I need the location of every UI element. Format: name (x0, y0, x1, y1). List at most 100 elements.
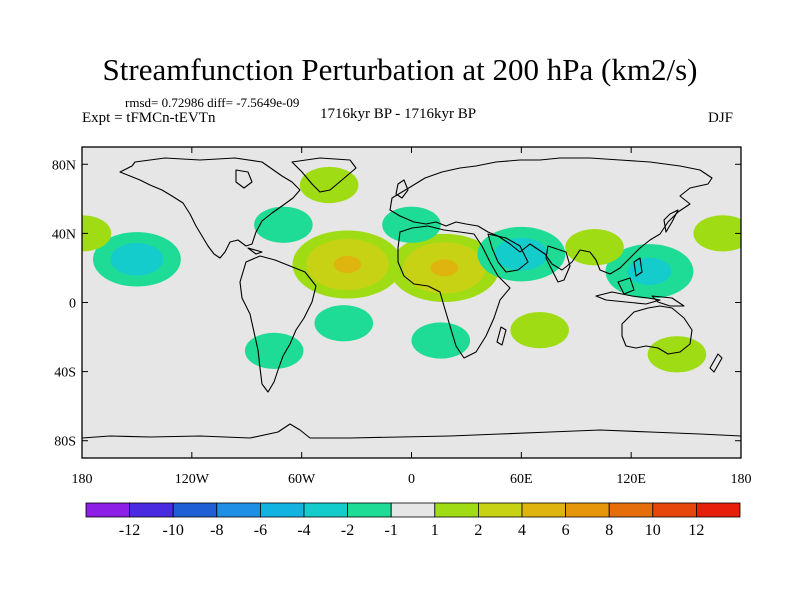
anomaly-contour (411, 322, 471, 359)
coast-indonesia (595, 291, 661, 305)
lon-tick-label: 180 (72, 472, 93, 487)
season-label: DJF (708, 110, 734, 126)
anomaly-north-pacific-low (92, 232, 181, 287)
anomaly-contour (627, 257, 672, 286)
anomaly-contour (110, 242, 164, 276)
axis-tick-labels: 80N 40N 0 40S 80S 180 120W 60W 0 60E 120E 180 (52, 158, 752, 487)
colorbar-swatch (477, 502, 523, 518)
anomaly-contour (333, 255, 362, 274)
anomaly-southern-africa-low (411, 322, 471, 359)
coast-south-america (239, 255, 317, 393)
colorbar-swatch (434, 502, 479, 518)
coast-africa (397, 225, 511, 359)
anomaly-contour (510, 311, 569, 349)
lat-tick-label: 80N (52, 158, 76, 173)
colorbar-label: 10 (645, 522, 661, 539)
coast-borneo (617, 277, 635, 295)
lon-tick-label: 60E (510, 472, 533, 487)
colorbar-swatch (608, 502, 654, 518)
colorbar-swatch (85, 502, 130, 518)
map-background (82, 147, 741, 458)
colorbar-swatch (172, 502, 218, 518)
coast-cuba (247, 247, 263, 255)
anomaly-contour (382, 206, 441, 243)
anomaly-contour (82, 215, 112, 252)
coast-greenland (291, 157, 357, 193)
anomaly-contour (254, 206, 313, 243)
colorbar-label: -12 (119, 522, 140, 539)
coastlines (82, 157, 741, 439)
lon-tick-label: 120W (175, 472, 210, 487)
chart-title: Streamfunction Perturbation at 200 hPa (… (102, 52, 698, 87)
anomaly-contour (299, 166, 359, 204)
anomaly-west-pacific-low (605, 244, 694, 299)
anomaly-arabian-low (477, 226, 566, 282)
anomaly-us-east-low (254, 206, 313, 243)
colorbar-label: 1 (431, 522, 439, 539)
coast-europe (389, 157, 713, 275)
coast-antarctica (82, 423, 741, 439)
colorbar-swatch (303, 502, 348, 518)
colorbar: -12 -10 -8 -6 -4 -2 -1 1 2 4 6 8 10 12 (85, 502, 741, 539)
colorbar-swatch (696, 502, 741, 518)
lon-tick-label: 0 (408, 472, 415, 487)
anomaly-contour (565, 229, 624, 266)
coast-new-zealand (709, 353, 723, 373)
anomaly-north-atlantic-high (292, 230, 403, 299)
colorbar-label: -10 (163, 522, 184, 539)
colorbar-label: -2 (341, 522, 354, 539)
anomaly-contour (693, 215, 741, 252)
coast-new-guinea (651, 295, 685, 307)
lat-tick-label: 80S (54, 435, 76, 450)
coast-india (545, 245, 571, 283)
anomaly-contour (244, 332, 304, 370)
anomaly-contour (430, 259, 459, 277)
anomaly-europe-low (382, 206, 441, 243)
coast-madagascar (496, 326, 507, 346)
anomaly-south-atlantic-low (314, 305, 374, 342)
experiment-label: Expt = tFMCn-tEVTn (82, 110, 216, 126)
colorbar-label: -6 (254, 522, 267, 539)
colorbar-swatch (390, 502, 436, 518)
anomaly-central-asia-high (565, 229, 624, 266)
colorbar-swatch (259, 502, 305, 518)
coast-japan (663, 209, 679, 233)
coast-arabia (487, 233, 529, 273)
anomaly-south-america-low (244, 332, 304, 370)
lon-tick-label: 120E (616, 472, 646, 487)
period-label: 1716kyr BP - 1716kyr BP (320, 106, 477, 122)
anomaly-layer (82, 166, 741, 373)
colorbar-swatch (565, 502, 610, 518)
colorbar-swatch (652, 502, 697, 518)
colorbar-swatch (521, 502, 566, 518)
colorbar-label: 6 (562, 522, 570, 539)
colorbar-label: -8 (210, 522, 223, 539)
colorbar-label: 12 (688, 522, 704, 539)
anomaly-indian-ocean-high (510, 311, 569, 349)
colorbar-label: -4 (297, 522, 310, 539)
lat-tick-label: 0 (69, 297, 76, 312)
anomaly-australia-high (647, 336, 707, 373)
colorbar-label: 2 (474, 522, 482, 539)
coast-philippines (633, 257, 643, 277)
colorbar-swatch (216, 502, 261, 518)
lat-tick-label: 40S (54, 366, 76, 381)
anomaly-contour (647, 336, 707, 373)
colorbar-swatch (347, 502, 392, 518)
axis-ticks (81, 147, 742, 458)
coast-australia (621, 305, 693, 355)
anomaly-greenland-high (299, 166, 359, 204)
anomaly-contour (494, 237, 548, 271)
stats-label: rmsd= 0.72986 diff= -7.5649e-09 (125, 95, 300, 110)
colorbar-label: -1 (385, 522, 398, 539)
coast-north-america (119, 157, 301, 259)
lon-tick-label: 180 (731, 472, 752, 487)
anomaly-east-atlantic-edge-high (82, 215, 112, 252)
lat-tick-label: 40N (52, 227, 76, 242)
colorbar-label: 4 (518, 522, 526, 539)
coast-hudson-bay (235, 169, 253, 189)
coast-britain (395, 179, 409, 199)
anomaly-contour (314, 305, 374, 342)
lon-tick-label: 60W (288, 472, 316, 487)
